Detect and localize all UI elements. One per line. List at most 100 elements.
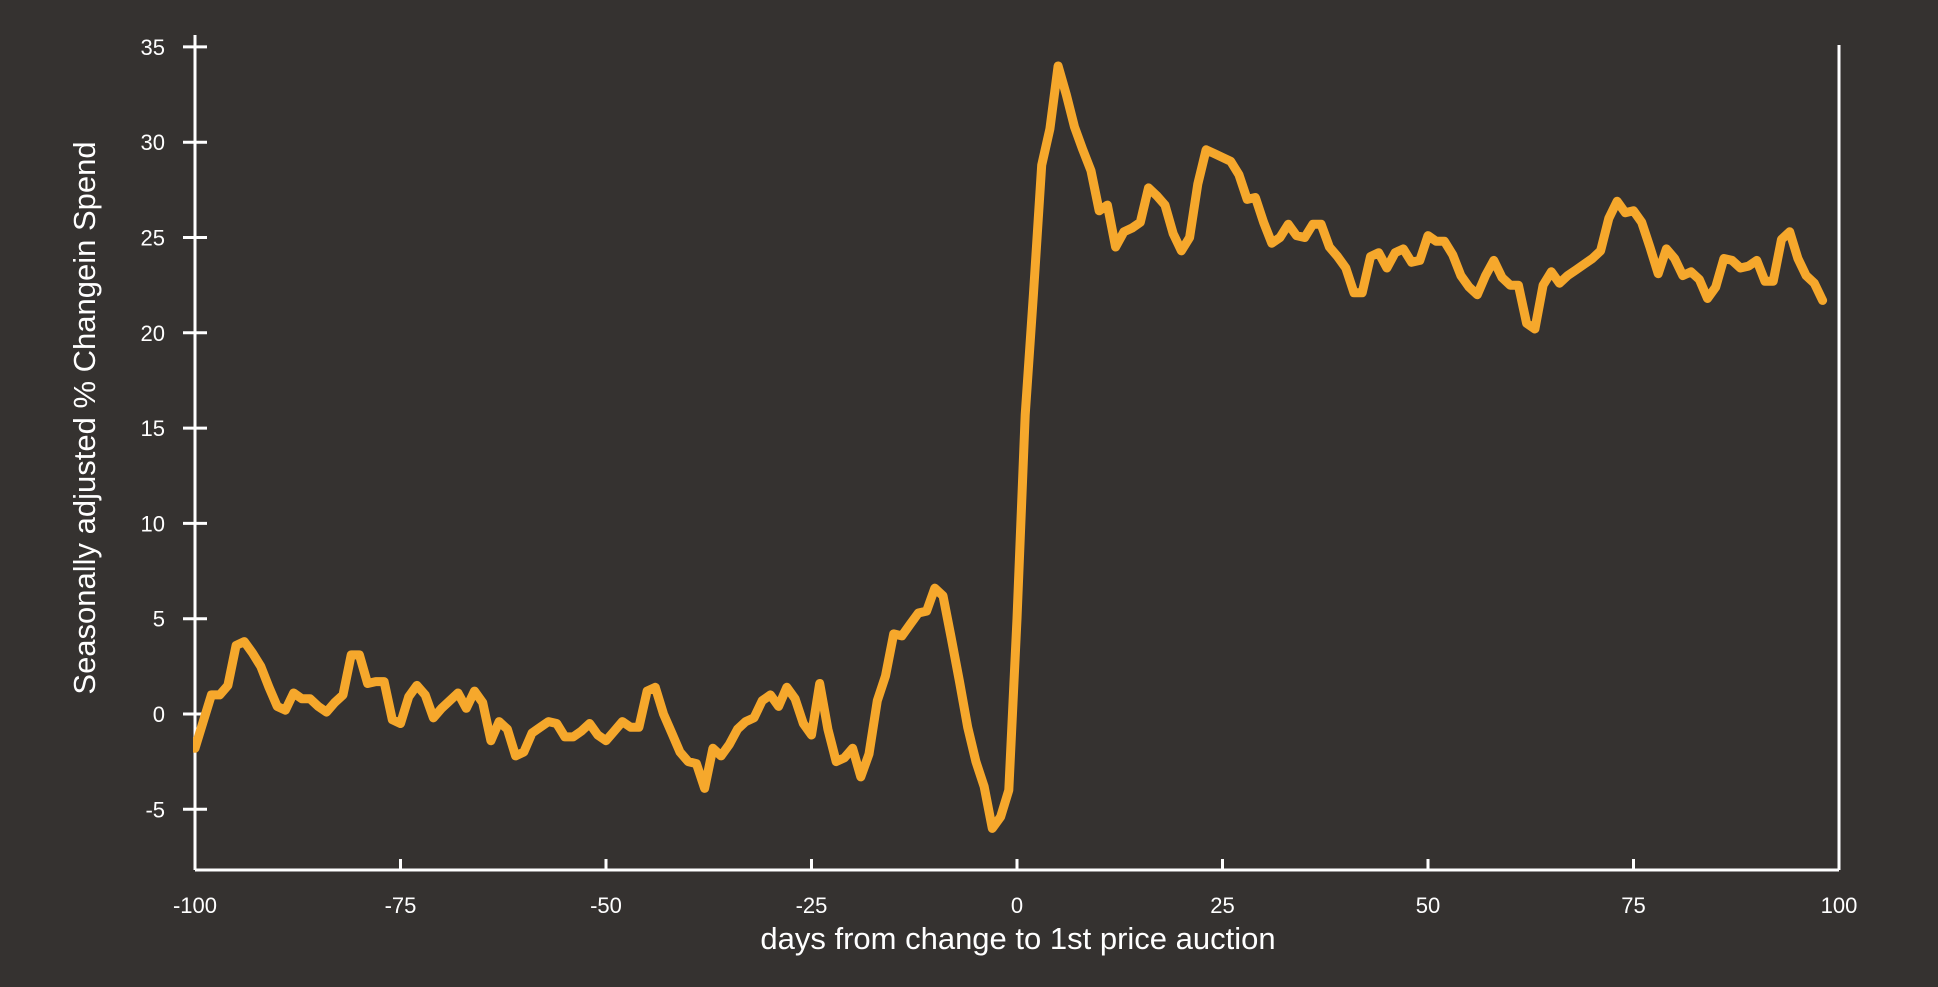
data-point — [1663, 246, 1669, 252]
data-point — [504, 726, 510, 732]
data-point — [381, 679, 387, 685]
data-point — [578, 728, 584, 734]
data-point — [1080, 147, 1086, 153]
data-point — [250, 650, 255, 656]
data-point — [611, 728, 617, 734]
x-tick-label: -75 — [385, 893, 417, 918]
data-point — [1820, 297, 1826, 303]
data-point — [266, 684, 272, 690]
y-tick-label: 15 — [141, 416, 165, 441]
data-point — [1294, 233, 1299, 239]
y-axis-label: Seasonally adjusted % Changein Spend — [67, 141, 102, 694]
data-point — [1606, 215, 1612, 221]
data-point — [850, 745, 856, 751]
data-point — [315, 703, 321, 709]
y-tick-label: 10 — [141, 511, 165, 536]
data-point — [1030, 292, 1036, 298]
data-point — [521, 749, 527, 755]
data-point — [1195, 181, 1201, 187]
data-point — [1088, 168, 1094, 174]
data-point — [282, 707, 288, 713]
data-point — [258, 663, 264, 669]
data-point — [628, 724, 634, 730]
data-point — [472, 688, 477, 694]
y-tick-label: 0 — [153, 702, 165, 727]
data-point — [1203, 147, 1209, 153]
data-point — [365, 681, 371, 686]
data-point — [957, 679, 962, 685]
x-axis-ticks: -100 -75 -50 -25 0 25 50 75 100 — [173, 859, 1857, 918]
data-point — [1343, 265, 1349, 271]
data-point — [200, 719, 206, 725]
data-point — [1524, 320, 1530, 326]
data-point — [940, 593, 946, 599]
data-point — [356, 652, 362, 658]
data-point — [702, 785, 708, 791]
data-point — [809, 732, 814, 738]
data-point — [784, 684, 790, 690]
data-point — [1129, 225, 1135, 231]
data-point — [1047, 126, 1053, 132]
data-point — [406, 694, 412, 700]
data-point — [661, 711, 666, 717]
data-point — [1787, 229, 1793, 235]
data-point — [1713, 284, 1719, 290]
data-point — [291, 690, 297, 696]
data-point — [915, 610, 921, 616]
data-point — [932, 585, 938, 591]
data-point — [1499, 275, 1505, 280]
data-point — [1269, 240, 1275, 246]
x-tick-label: 100 — [1821, 893, 1858, 918]
data-point — [537, 724, 543, 730]
data-point — [1450, 252, 1456, 258]
data-point — [1770, 278, 1776, 284]
data-point — [1178, 248, 1184, 254]
data-point — [1655, 271, 1661, 277]
data-point — [858, 774, 864, 780]
data-point — [1211, 151, 1217, 157]
data-point — [907, 621, 913, 627]
data-point — [1146, 185, 1151, 191]
data-point — [1236, 172, 1242, 178]
x-tick-label: 25 — [1210, 893, 1234, 918]
data-point — [883, 673, 888, 679]
data-point — [1252, 195, 1258, 200]
series-points — [193, 63, 1826, 831]
data-point — [652, 684, 658, 690]
data-point — [1631, 208, 1636, 214]
data-point — [1672, 256, 1678, 261]
series-layer — [193, 61, 1828, 833]
data-point — [619, 719, 625, 725]
data-point — [1532, 326, 1538, 332]
x-tick-label: 0 — [1011, 893, 1023, 918]
data-point — [743, 719, 749, 725]
data-point — [1277, 235, 1283, 240]
data-point — [759, 698, 765, 704]
data-point — [324, 709, 329, 715]
data-point — [1137, 219, 1143, 225]
data-point — [208, 692, 214, 698]
data-point — [389, 717, 395, 723]
data-point — [1409, 259, 1415, 265]
data-point — [1483, 273, 1488, 279]
y-tick-label: 25 — [141, 226, 165, 251]
data-point — [1220, 154, 1225, 160]
data-point — [1104, 202, 1110, 208]
data-point — [1228, 158, 1234, 164]
data-point — [1376, 250, 1382, 256]
data-point — [1598, 248, 1604, 254]
data-point — [193, 745, 198, 751]
y-tick-label: 5 — [153, 607, 165, 632]
data-point — [1368, 254, 1373, 260]
x-tick-label: -50 — [590, 893, 622, 918]
data-point — [1639, 219, 1645, 225]
data-point — [1302, 235, 1308, 240]
data-point — [513, 753, 519, 759]
data-point — [422, 692, 428, 698]
data-point — [1121, 229, 1127, 235]
data-point — [340, 692, 346, 698]
data-point — [447, 698, 453, 704]
data-point — [1491, 257, 1497, 263]
data-point — [570, 734, 576, 740]
